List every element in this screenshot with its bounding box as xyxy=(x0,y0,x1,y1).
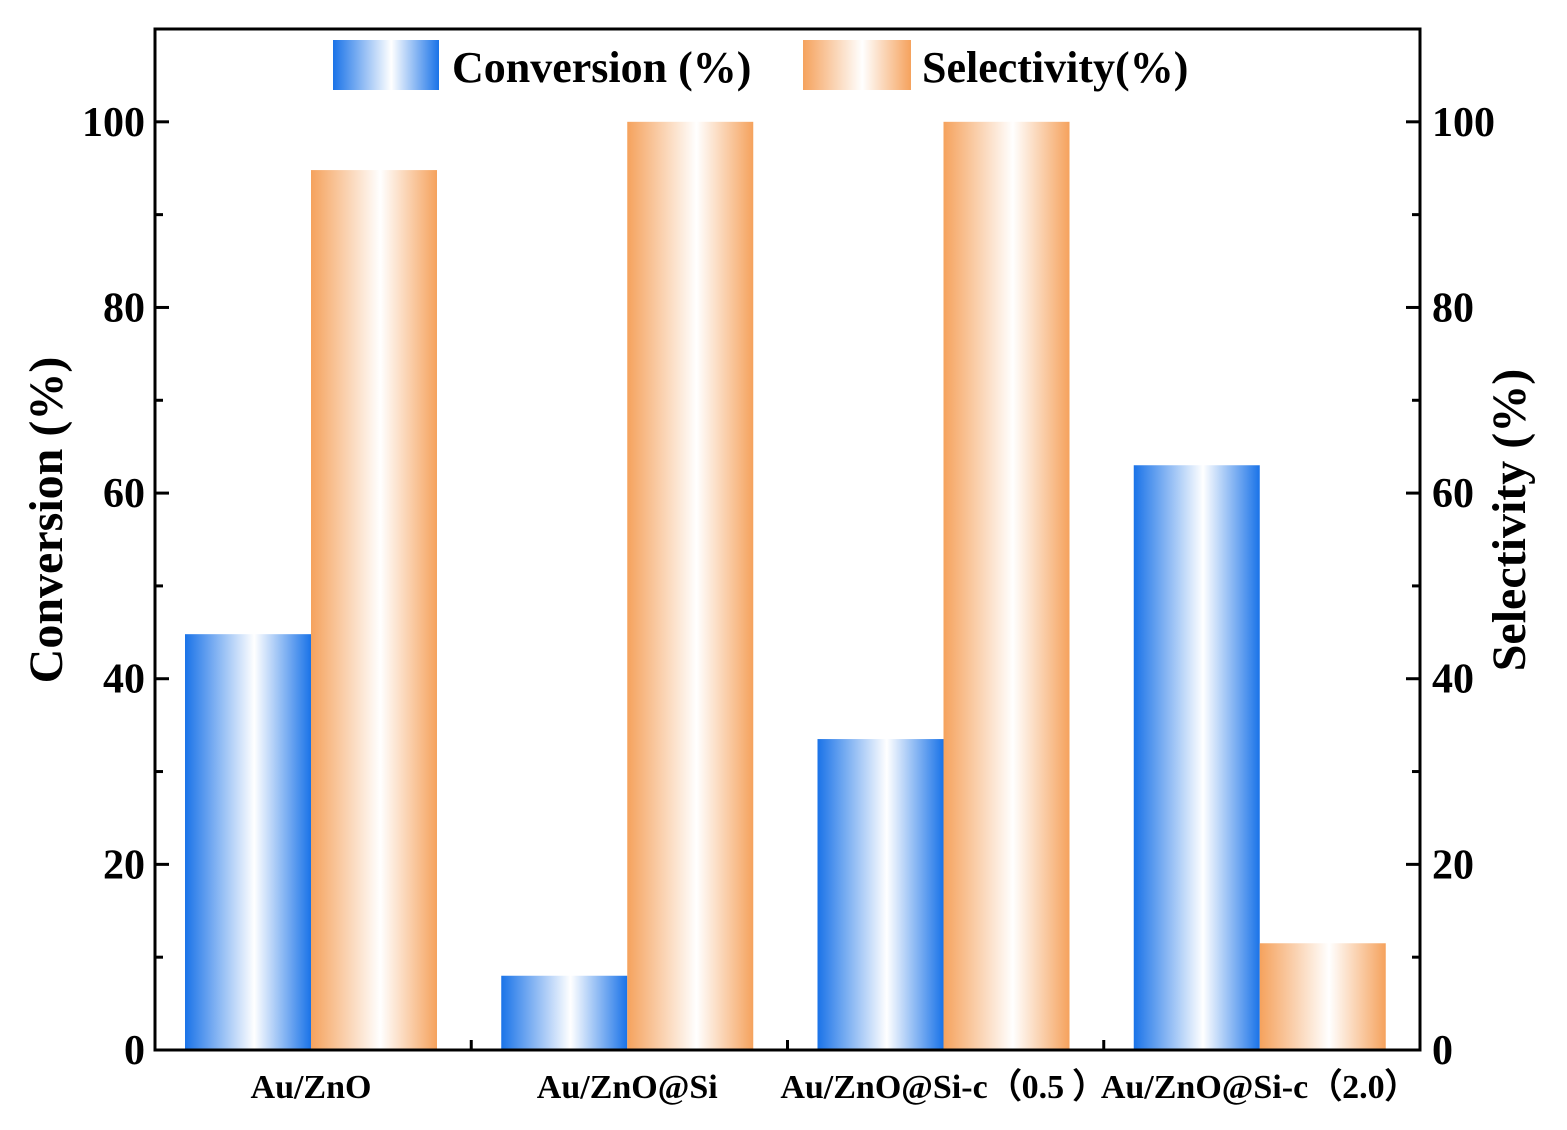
right-tick-label: 80 xyxy=(1432,285,1474,331)
legend-label-conversion: Conversion (%) xyxy=(452,43,751,92)
bar-selectivity-2 xyxy=(943,121,1070,1051)
x-axis: Au/ZnO Au/ZnO@Si Au/ZnO@Si-c（0.5 ）Au/ZnO@S… xyxy=(251,1040,1419,1106)
legend-swatch-conversion xyxy=(333,40,439,90)
legend-label-selectivity: Selectivity(%) xyxy=(922,43,1188,92)
bar-selectivity-1 xyxy=(627,121,754,1051)
left-tick-label: 0 xyxy=(124,1028,145,1074)
x-tick-label: Au/ZnO xyxy=(251,1069,372,1106)
left-tick-label: 80 xyxy=(103,285,145,331)
x-tick-label: Au/ZnO@Si-c（0.5 ） xyxy=(780,1067,1106,1106)
right-tick-label: 20 xyxy=(1432,842,1474,888)
bar-conversion-3 xyxy=(1133,465,1260,1050)
bars-group xyxy=(185,121,1386,1051)
x-tick-label: Au/ZnO@Si-c（2.0） xyxy=(1101,1067,1419,1106)
right-tick-label: 60 xyxy=(1432,471,1474,517)
bar-conversion-2 xyxy=(817,739,944,1050)
x-tick-label: Au/ZnO@Si xyxy=(537,1069,718,1106)
right-tick-label: 0 xyxy=(1432,1028,1453,1074)
left-tick-label: 20 xyxy=(103,842,145,888)
left-tick-label: 40 xyxy=(103,657,145,703)
left-tick-label: 100 xyxy=(82,100,145,146)
bar-selectivity-0 xyxy=(311,170,437,1051)
bar-conversion-0 xyxy=(185,634,311,1050)
right-tick-label: 100 xyxy=(1432,100,1495,146)
left-tick-label: 60 xyxy=(103,471,145,517)
left-axis: 0 20 40 60 80 100 xyxy=(82,27,169,1074)
bar-conversion-1 xyxy=(501,975,628,1050)
legend-swatch-selectivity xyxy=(803,40,911,90)
right-tick-label: 40 xyxy=(1432,657,1474,703)
y-axis-title: Conversion (%) xyxy=(20,357,73,684)
right-axis: 0 20 40 60 80 100 xyxy=(1406,27,1495,1074)
bar-selectivity-3 xyxy=(1259,943,1386,1050)
y2-axis-title: Selectivity (%) xyxy=(1483,369,1536,672)
legend: Conversion (%) Selectivity(%) xyxy=(333,40,1188,92)
